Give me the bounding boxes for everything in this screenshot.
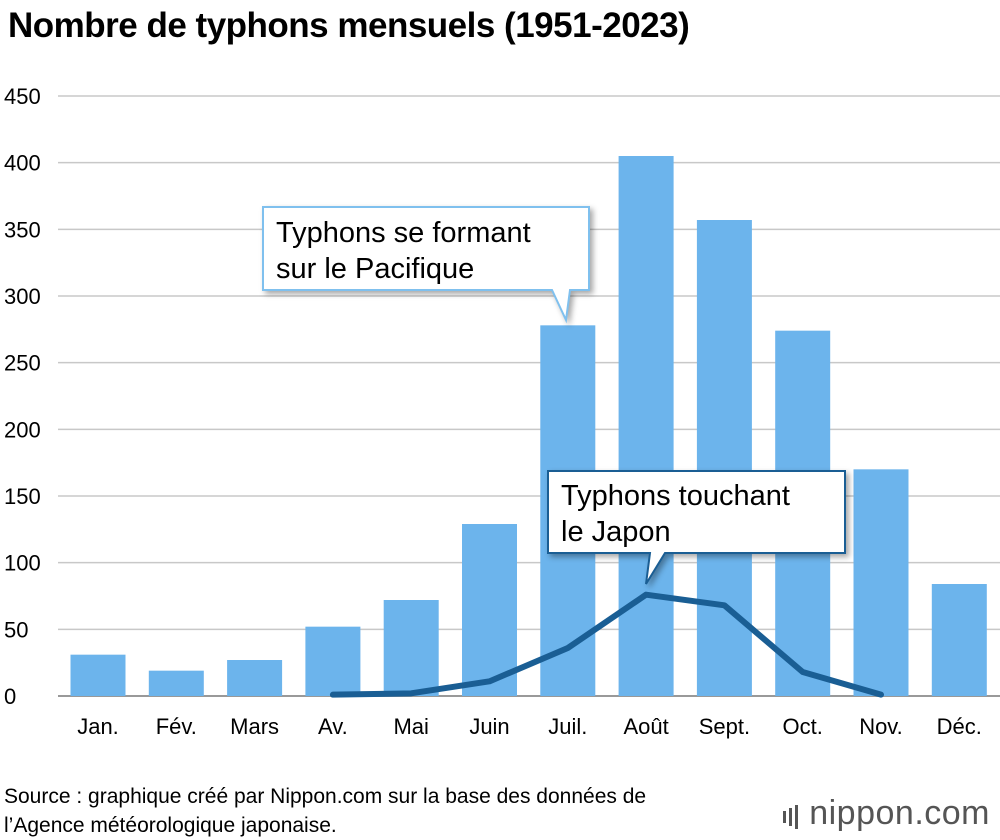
y-tick-label: 50 [4,617,28,642]
y-tick-label: 350 [4,217,41,242]
source-note: Source : graphique créé par Nippon.com s… [4,782,774,840]
bar-2 [227,660,283,696]
y-axis-ticks: 0 50 100 150 200 250 300 350 400 450 [4,84,41,709]
callout-japan-line1: Typhons touchant [561,480,790,512]
nippon-logo: nippon.com [783,794,990,835]
callout-japan: Typhons touchant le Japon [547,470,846,585]
x-axis-ticks: Jan. Fév. Mars Av. Mai Juin Juil. Août Sept. Oct.… [77,714,982,739]
y-tick-label: 400 [4,151,41,176]
callout-pacific-line2: sur le Pacifique [276,253,474,285]
y-tick-label: 200 [4,417,41,442]
line-series [329,591,884,698]
x-tick-label: Oct. [783,714,823,739]
bar-0 [70,654,126,696]
line-point-7 [645,593,648,596]
x-tick-label: Mai [393,714,428,739]
x-tick-label: Déc. [937,714,982,739]
x-tick-label: Mars [230,714,279,739]
chart-title: Nombre de typhons mensuels (1951-2023) [8,6,690,45]
x-tick-label: Fév. [156,714,197,739]
logo-dot: . [914,794,925,832]
x-tick-label: Av. [318,714,348,739]
bar-line-chart: 0 50 100 150 200 250 300 350 400 450 Jan. Fév. Mars… [4,84,1000,739]
grid-lines [58,95,1000,697]
x-tick-label: Nov. [859,714,903,739]
line-point-3 [331,693,334,696]
y-tick-label: 450 [4,84,41,109]
y-tick-label: 150 [4,484,41,509]
line-point-10 [880,693,882,696]
line-point-5 [488,680,491,683]
bar-7 [618,156,674,696]
x-tick-label: Sept. [699,714,750,739]
line-point-6 [566,647,569,649]
x-tick-label: Août [623,714,668,739]
x-tick-label: Juil. [548,714,587,739]
line-point-4 [410,692,413,695]
source-line-1: Source : graphique créé par Nippon.com s… [4,785,647,808]
japan-line [329,591,884,698]
callout-pacific: Typhons se formant sur le Pacifique [262,206,590,324]
bar-11 [931,584,987,696]
bar-10 [853,469,909,696]
bar-3 [305,626,361,696]
x-tick-label: Jan. [77,714,119,739]
bar-1 [148,670,204,696]
line-point-8 [723,604,726,607]
bar-8 [696,220,752,696]
bar-4 [383,600,439,696]
logo-main: nippon [809,794,915,832]
source-line-2: l’Agence météorologique japonaise. [4,814,337,837]
logo-suffix: com [924,794,990,832]
bar-5 [462,524,517,696]
y-tick-label: 100 [4,551,41,576]
y-tick-label: 250 [4,351,41,376]
logo-bars-icon [783,796,801,835]
line-point-9 [801,671,804,673]
y-tick-label: 300 [4,284,41,309]
y-tick-label: 0 [4,684,16,709]
x-tick-label: Juin [469,714,509,739]
callout-japan-line2: le Japon [561,516,671,548]
callout-pacific-line1: Typhons se formant [276,217,531,249]
